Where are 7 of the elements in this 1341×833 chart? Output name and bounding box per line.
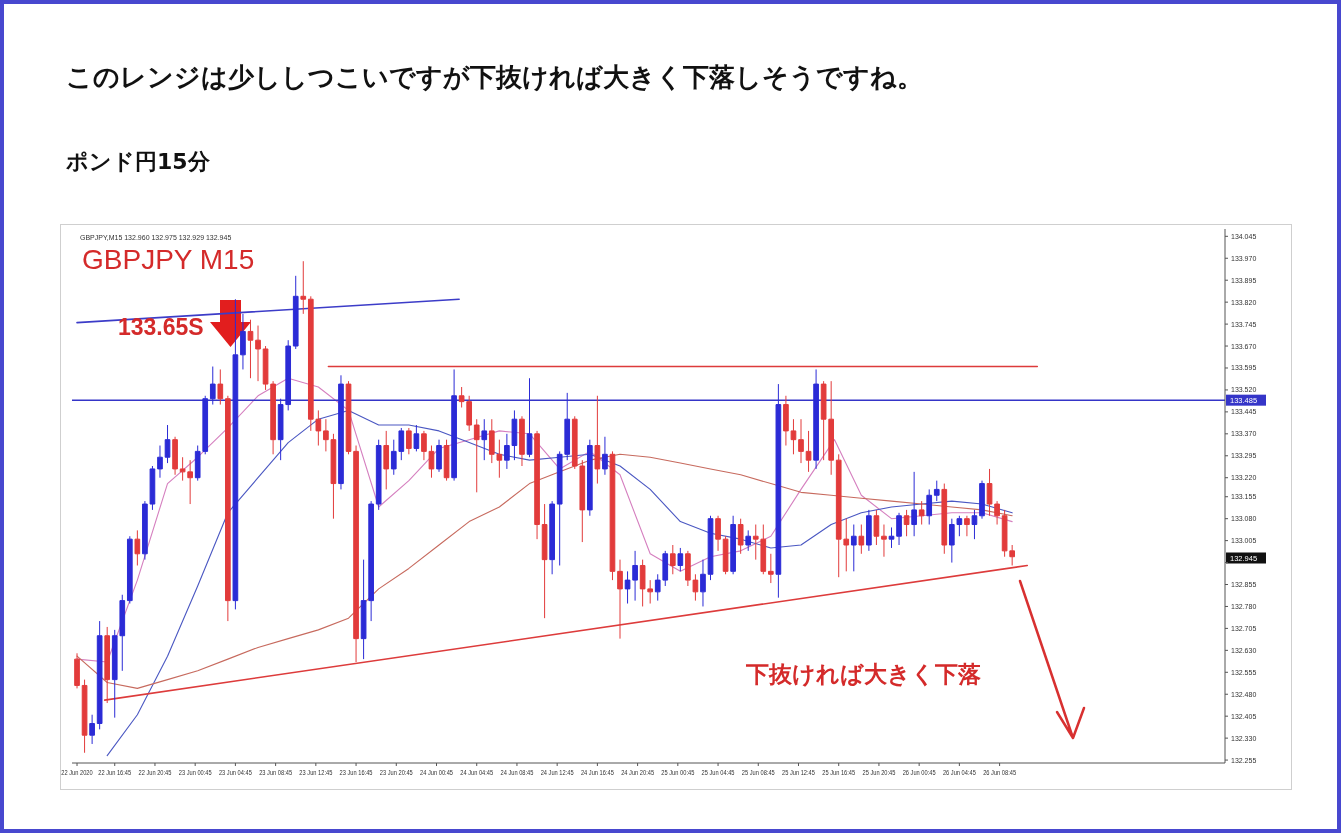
line-series: [76, 453, 1013, 689]
annotation: GBPJPY M15: [82, 244, 255, 275]
annotation: 下抜ければ大きく下落: [745, 661, 981, 687]
chart-title: このレンジは少ししつこいですが下抜ければ大きく下落しそうですね。: [66, 62, 923, 92]
chart-subtitle: ポンド円15分: [65, 149, 211, 174]
annotation: 133.65S: [118, 314, 204, 340]
line-series: [106, 409, 1013, 757]
